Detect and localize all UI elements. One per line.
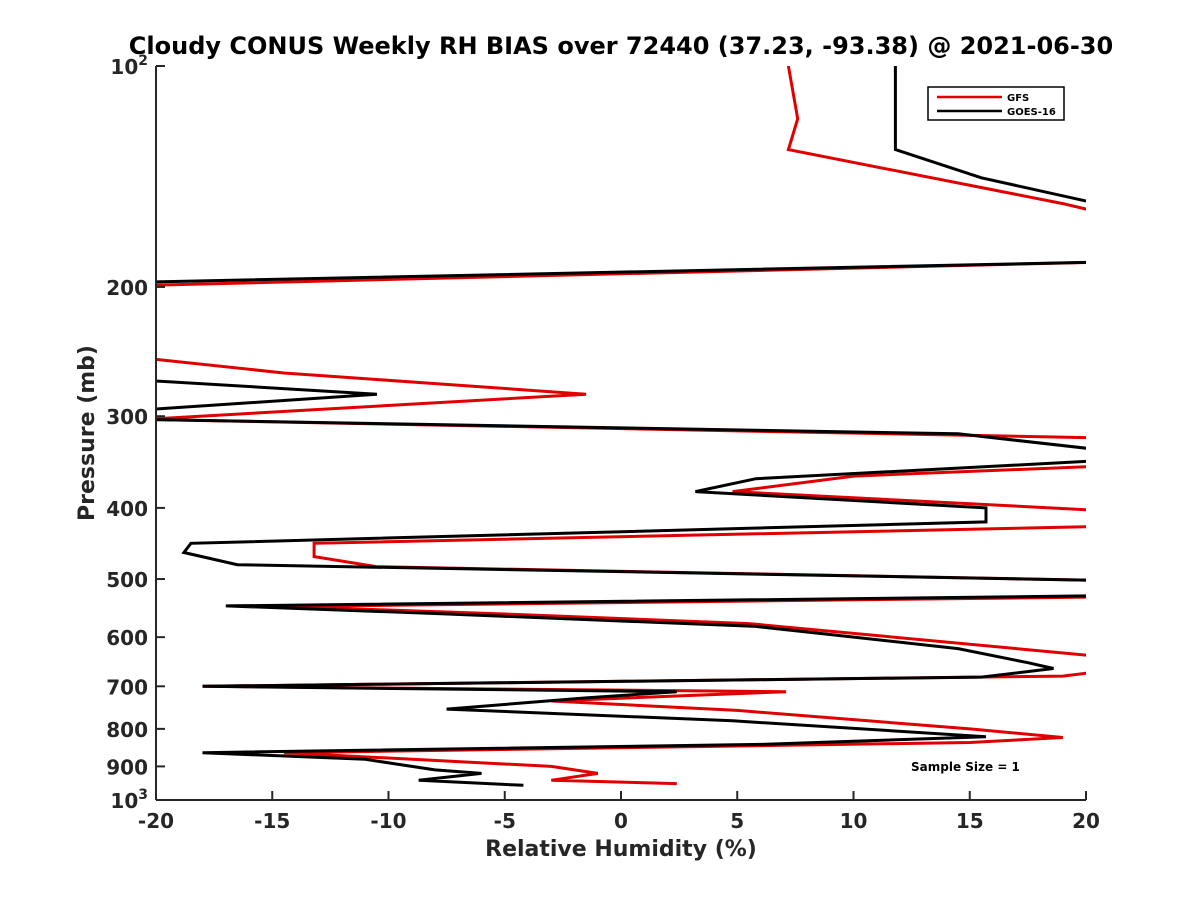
y-tick-label: 900 [106,755,148,779]
x-tick-label: -10 [370,809,406,833]
y-tick-label: 300 [106,405,148,429]
y-tick-label: 800 [106,718,148,742]
legend-label-goes: GOES-16 [1007,107,1056,118]
y-tick-label: 600 [106,626,148,650]
y-tick-label: 700 [106,675,148,699]
y-tick-label: 400 [106,497,148,521]
legend-box [927,86,1065,121]
y-tick-label: 103 [110,787,148,813]
x-tick-label: -20 [138,809,174,833]
series-line-goes-16 [156,66,1086,787]
series-layer [156,66,1086,787]
chart-title: Cloudy CONUS Weekly RH BIAS over 72440 (… [129,32,1113,60]
sample-size-annotation: Sample Size = 1 [911,760,1020,774]
legend: GFS GOES-16 [927,86,1065,121]
legend-label-gfs: GFS [1007,93,1029,104]
y-tick-label: 500 [106,568,148,592]
x-axis-label: Relative Humidity (%) [485,837,757,862]
x-tick-label: 15 [956,809,984,833]
y-tick-label: 102 [110,53,148,79]
x-tick-label: -15 [254,809,290,833]
x-tick-label: 0 [614,809,628,833]
x-ticks: -20 -15 -10 -5 0 5 10 15 20 [138,791,1100,833]
x-tick-label: -5 [494,809,516,833]
y-tick-label: 200 [106,276,148,300]
y-axis-label: Pressure (mb) [75,345,100,521]
y-ticks: 102 200 300 400 500 600 700 800 900 103 [106,53,165,813]
x-tick-label: 5 [730,809,744,833]
x-tick-label: 20 [1072,809,1100,833]
x-tick-label: 10 [840,809,868,833]
